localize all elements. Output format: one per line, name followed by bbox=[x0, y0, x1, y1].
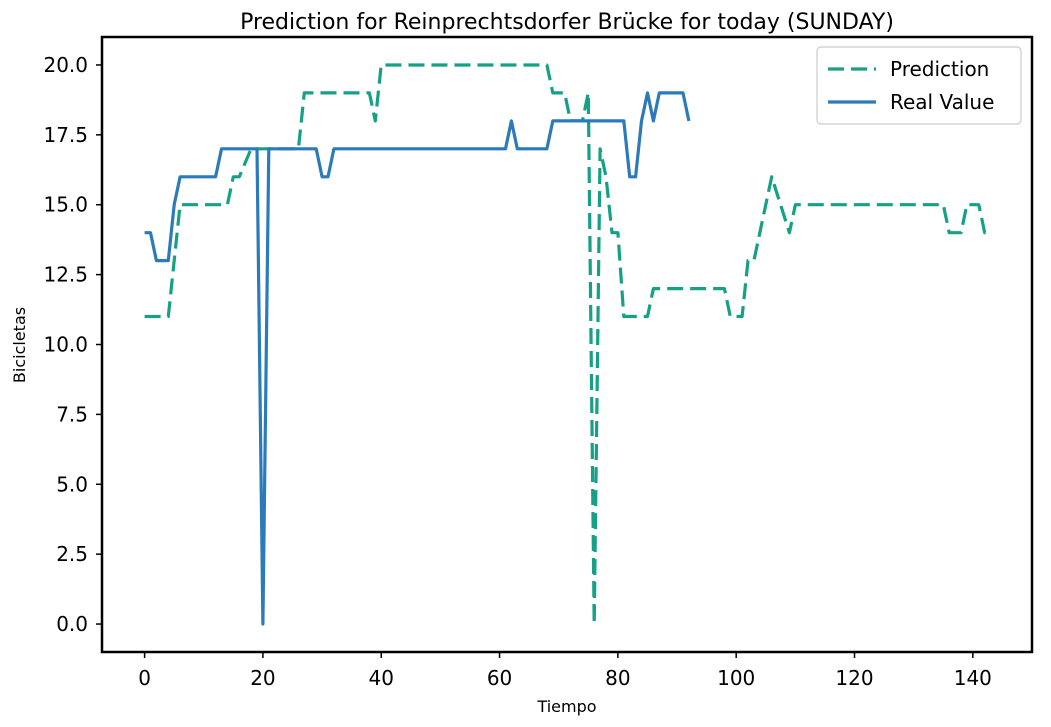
series-line-prediction bbox=[144, 63, 991, 626]
x-tick-label: 40 bbox=[369, 666, 394, 690]
plot-lines bbox=[144, 63, 991, 626]
legend-label: Real Value bbox=[890, 90, 994, 114]
y-tick-label: 17.5 bbox=[43, 123, 88, 147]
x-tick-label: 60 bbox=[487, 666, 512, 690]
legend-label: Prediction bbox=[890, 57, 989, 81]
x-tick-label: 140 bbox=[954, 666, 992, 690]
x-tick-label: 120 bbox=[835, 666, 873, 690]
x-axis: 0 20 40 60 80 100 120 140 bbox=[138, 652, 992, 690]
y-axis: 0.0 2.5 5.0 7.5 10.0 12.5 15.0 17.5 20.0 bbox=[43, 53, 102, 636]
plot-frame bbox=[100, 35, 1034, 654]
series-line-real-value bbox=[144, 91, 691, 626]
legend-box bbox=[816, 46, 1022, 125]
y-tick-label: 20.0 bbox=[43, 53, 88, 77]
y-tick-label: 12.5 bbox=[43, 263, 88, 287]
y-axis-label: Bicicletas bbox=[10, 307, 29, 383]
x-tick-label: 100 bbox=[717, 666, 755, 690]
y-tick-label: 2.5 bbox=[56, 542, 88, 566]
y-tick-label: 5.0 bbox=[56, 472, 88, 496]
x-tick-label: 80 bbox=[605, 666, 630, 690]
x-tick-label: 20 bbox=[250, 666, 275, 690]
chart-title: Prediction for Reinprechtsdorfer Brücke … bbox=[240, 10, 894, 35]
x-tick-label: 0 bbox=[138, 666, 151, 690]
y-tick-label: 0.0 bbox=[56, 612, 88, 636]
y-tick-label: 15.0 bbox=[43, 193, 88, 217]
y-tick-label: 10.0 bbox=[43, 333, 88, 357]
x-axis-label: Tiempo bbox=[536, 697, 596, 716]
y-tick-label: 7.5 bbox=[56, 402, 88, 426]
legend: Prediction Real Value bbox=[816, 46, 1022, 125]
